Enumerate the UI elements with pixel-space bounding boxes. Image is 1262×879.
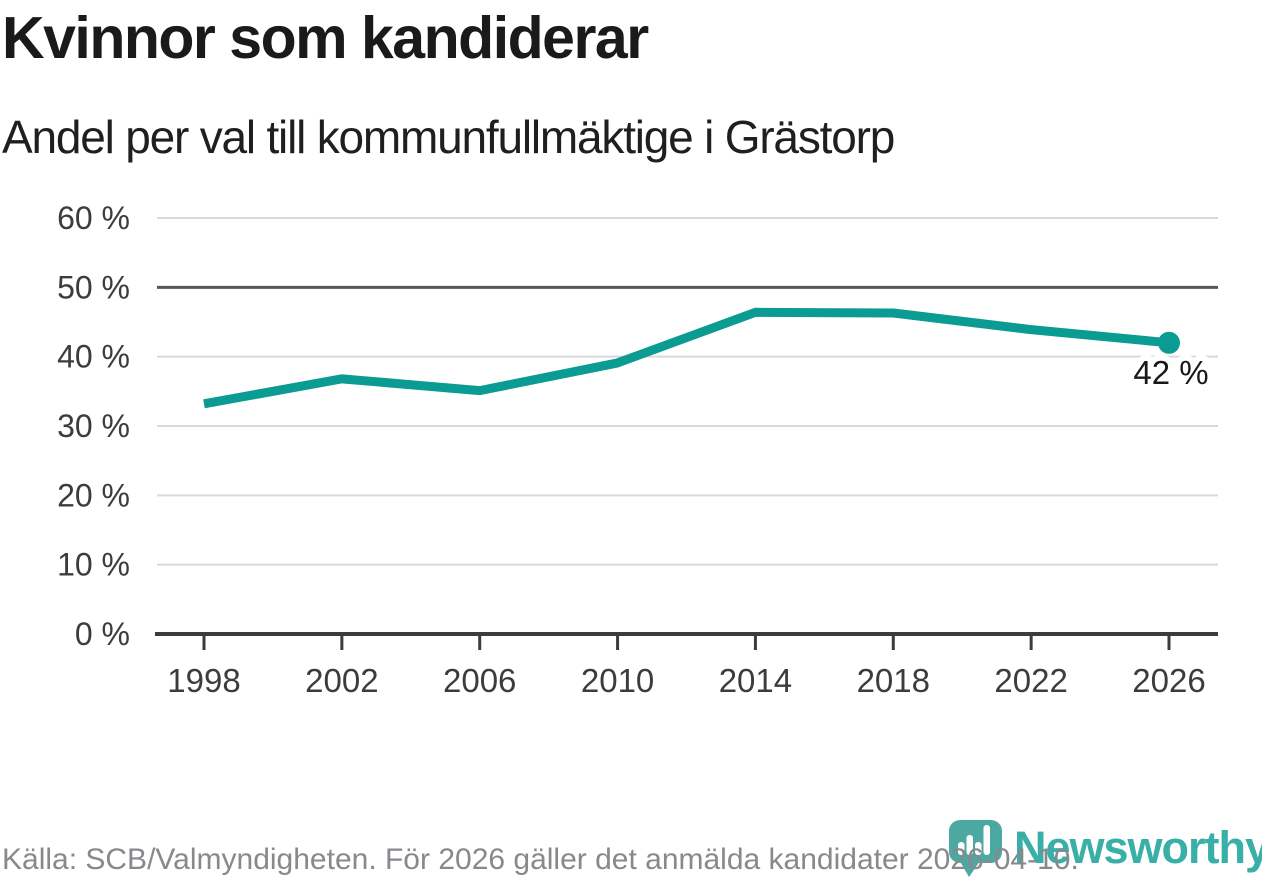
chart-title: Kvinnor som kandiderar [2,5,649,71]
data-line [203,307,1170,409]
y-axis-tick-label: 0 % [75,616,130,652]
x-axis-tick-label: 2014 [719,662,792,699]
y-axis-tick-label: 20 % [57,477,130,513]
x-axis-tick-label: 2010 [581,662,654,699]
newsworthy-logo-icon [949,820,1002,877]
y-axis-tick-label: 60 % [57,200,130,236]
y-axis-tick-label: 50 % [57,269,130,305]
y-axis-tick-label: 40 % [57,339,130,375]
x-axis-tick-label: 2018 [857,662,930,699]
x-axis-tick-label: 2022 [994,662,1067,699]
x-axis-tick-label: 2002 [305,662,378,699]
x-axis-tick-label: 2006 [443,662,516,699]
x-axis-tick-label: 2026 [1132,662,1205,699]
y-axis-tick-label: 30 % [57,408,130,444]
y-axis-tick-label: 10 % [57,547,130,583]
chart-subtitle: Andel per val till kommunfullmäktige i G… [2,111,895,163]
end-point-label: 42 % [1133,354,1208,391]
source-note: Källa: SCB/Valmyndigheten. För 2026 gäll… [2,843,1079,876]
x-axis-tick-label: 1998 [167,662,240,699]
newsworthy-brand-text: Newsworthy [1014,822,1262,873]
end-point-marker [1158,331,1180,354]
